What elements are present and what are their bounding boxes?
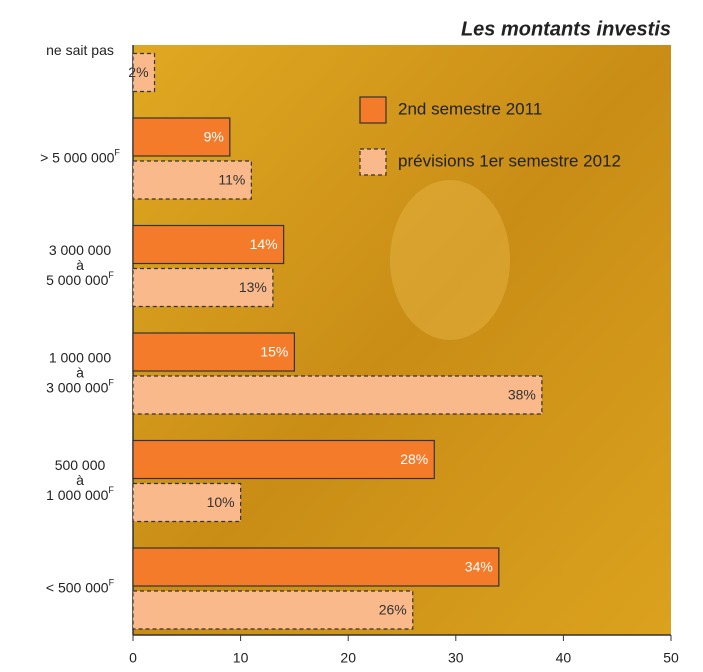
- legend-swatch: [360, 97, 386, 123]
- x-tick-label: 0: [129, 650, 137, 666]
- y-tick-label: ne sait pas: [46, 42, 114, 58]
- bar-value-label: 2%: [128, 64, 148, 80]
- bar-value-label: 9%: [204, 129, 224, 145]
- y-tick-label: < 500 000F: [46, 578, 115, 595]
- x-tick-label: 30: [448, 650, 464, 666]
- bar-value-label: 28%: [400, 451, 428, 467]
- chart: Les montants investis 0 10 20 30 40 50 ne sait…: [0, 0, 703, 667]
- bar-value-label: 34%: [465, 559, 493, 575]
- y-tick-label: > 5 000 000F: [40, 148, 120, 165]
- bar: [133, 548, 499, 586]
- photo-texture: [390, 180, 510, 340]
- legend-swatch: [360, 149, 386, 175]
- bar-value-label: 13%: [239, 279, 267, 295]
- bar-value-label: 11%: [218, 172, 245, 188]
- bar-value-label: 26%: [379, 602, 407, 618]
- bar: [133, 591, 413, 629]
- x-tick-label: 40: [556, 650, 572, 666]
- bar-value-label: 10%: [207, 494, 235, 510]
- legend-label: 2nd semestre 2011: [398, 99, 542, 118]
- bar-value-label: 15%: [260, 344, 288, 360]
- x-tick-label: 50: [663, 650, 679, 666]
- bar-value-label: 14%: [250, 236, 278, 252]
- legend-label: prévisions 1er semestre 2012: [398, 151, 621, 170]
- x-tick-label: 20: [340, 650, 356, 666]
- bar: [133, 376, 542, 414]
- bar: [133, 441, 434, 479]
- x-tick-label: 10: [233, 650, 249, 666]
- chart-title: Les montants investis: [461, 18, 671, 40]
- bar-value-label: 38%: [508, 387, 536, 403]
